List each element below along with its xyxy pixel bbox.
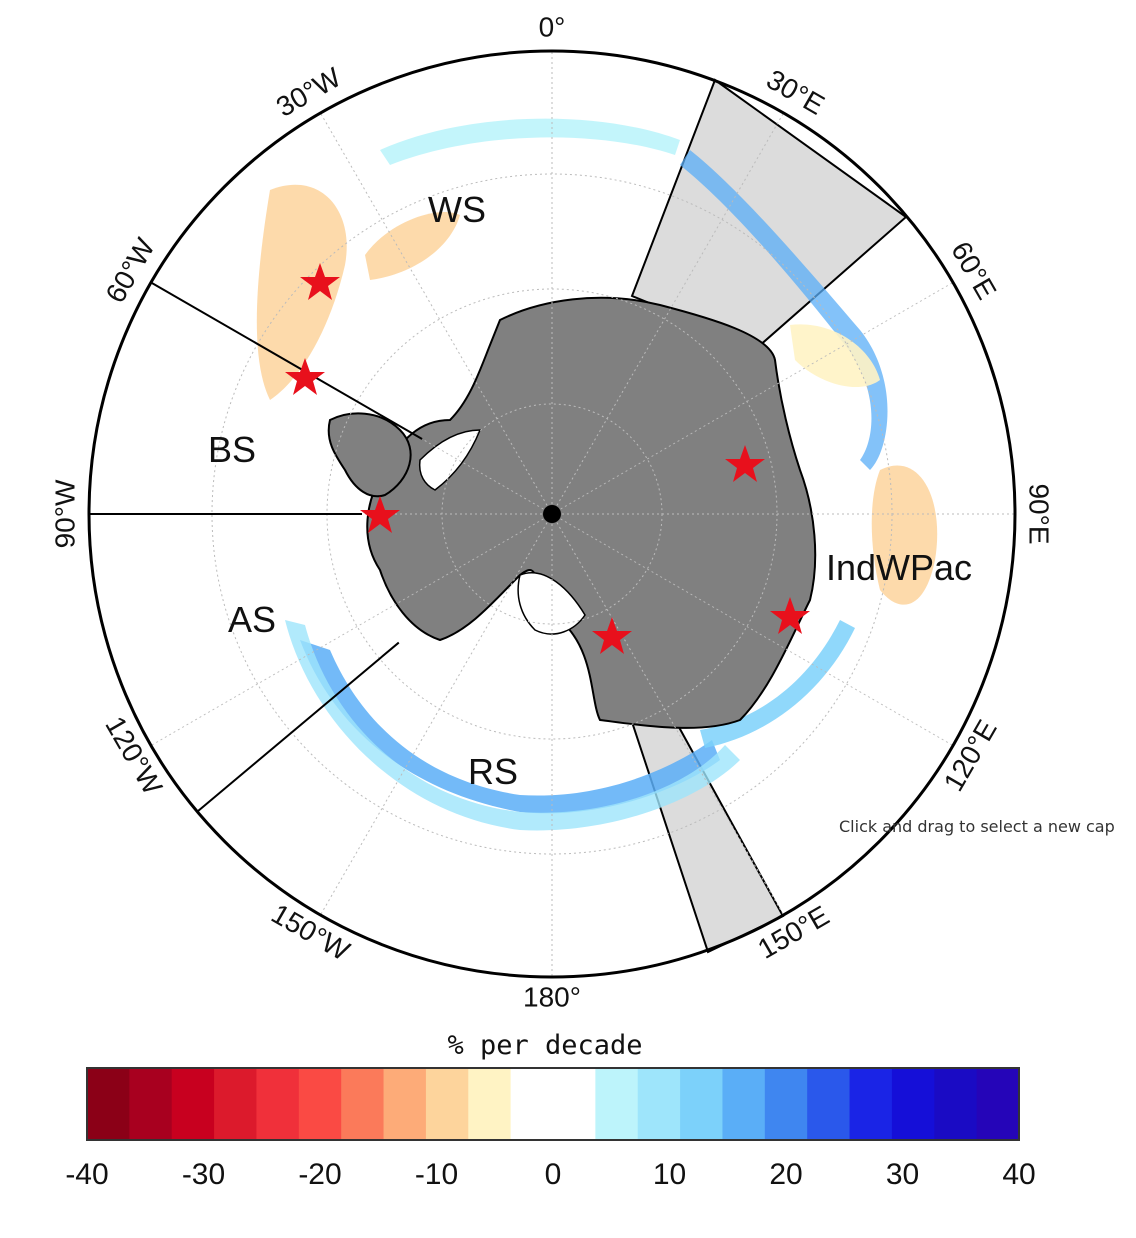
longitude-label-10: 60°W bbox=[100, 232, 162, 308]
colorbar-swatch-0 bbox=[87, 1068, 130, 1140]
meridian-210 bbox=[320, 513, 553, 916]
meridian-150 bbox=[551, 513, 784, 916]
trend-patch-weddell-positive bbox=[365, 211, 460, 280]
colorbar-tick-5: 10 bbox=[653, 1158, 686, 1191]
colorbar-swatch-5 bbox=[298, 1068, 342, 1140]
trend-patch-peninsula-positive bbox=[256, 184, 347, 400]
station-markers bbox=[285, 263, 810, 654]
colorbar-frame bbox=[86, 1067, 1020, 1141]
colorbar-swatch-11 bbox=[553, 1068, 596, 1140]
sector-label-bs: BS bbox=[208, 429, 256, 470]
sector-labels: WS BS AS RS IndWPac bbox=[208, 189, 972, 792]
station-star-2 bbox=[285, 358, 325, 395]
ice-shelf-ross bbox=[517, 572, 586, 635]
colorbar-swatch-1 bbox=[129, 1068, 173, 1140]
colorbar-swatch-15 bbox=[722, 1068, 766, 1140]
colorbar-swatch-16 bbox=[764, 1068, 808, 1140]
sector-boundaries bbox=[89, 281, 423, 813]
trend-patch-ross-light bbox=[285, 620, 740, 831]
meridian-120 bbox=[551, 513, 954, 746]
colorbar-swatch-13 bbox=[637, 1068, 681, 1140]
colorbar-tick-1: -30 bbox=[182, 1158, 225, 1191]
antarctic-continent bbox=[366, 296, 817, 729]
colorbar-swatch-9 bbox=[468, 1068, 512, 1140]
colorbar-tick-0: -40 bbox=[65, 1158, 108, 1191]
colorbar-swatch-17 bbox=[807, 1068, 851, 1140]
longitude-label-11: 30°W bbox=[271, 61, 347, 123]
sector-boundary-3 bbox=[196, 641, 400, 813]
colorbar-tick-3: -10 bbox=[415, 1158, 458, 1191]
colorbar-swatch-7 bbox=[383, 1068, 427, 1140]
colorbar-title: % per decade bbox=[447, 1030, 642, 1061]
colorbar-swatch-12 bbox=[595, 1068, 639, 1140]
meridian-60 bbox=[551, 282, 954, 515]
meridian-30 bbox=[551, 112, 784, 515]
longitude-label-2: 60°E bbox=[945, 236, 1002, 304]
antarctica bbox=[327, 296, 817, 729]
colorbar-swatch-20 bbox=[934, 1068, 978, 1140]
longitude-label-3: 90°E bbox=[1024, 483, 1055, 544]
colorbar-swatch-8 bbox=[425, 1068, 469, 1140]
sector-boundary-2 bbox=[150, 281, 423, 440]
colorbar-swatches bbox=[87, 1068, 1020, 1140]
antarctic-peninsula bbox=[327, 412, 412, 498]
colorbar-swatch-21 bbox=[976, 1068, 1020, 1140]
longitude-label-1: 30°E bbox=[761, 63, 829, 120]
station-star-6 bbox=[592, 617, 632, 654]
colorbar-tick-4: 0 bbox=[545, 1158, 562, 1191]
sector-label-rs: RS bbox=[468, 751, 518, 792]
sector-label-ws: WS bbox=[428, 189, 486, 230]
trend-shading bbox=[256, 118, 938, 831]
station-star-4 bbox=[725, 445, 765, 482]
colorbar: % per decade -40 -30 -20 -10 0 10 20 30 40 bbox=[65, 1030, 1035, 1191]
colorbar-swatch-18 bbox=[849, 1068, 893, 1140]
south-pole-marker bbox=[543, 505, 561, 523]
trend-patch-indian-negative bbox=[680, 150, 888, 470]
station-star-3 bbox=[360, 496, 400, 533]
colorbar-swatch-10 bbox=[510, 1068, 554, 1140]
colorbar-ticks: -40 -30 -20 -10 0 10 20 30 40 bbox=[65, 1158, 1035, 1191]
sector-label-as: AS bbox=[228, 599, 276, 640]
colorbar-swatch-19 bbox=[891, 1068, 935, 1140]
station-star-1 bbox=[300, 263, 340, 300]
sector-label-indwpac: IndWPac bbox=[826, 547, 972, 588]
colorbar-tick-2: -20 bbox=[298, 1158, 341, 1191]
longitude-label-9: 90°W bbox=[49, 479, 80, 548]
meridian-330 bbox=[320, 112, 553, 515]
selection-hint: Click and drag to select a new cap bbox=[839, 817, 1115, 836]
longitude-label-0: 0° bbox=[539, 11, 566, 42]
colorbar-swatch-14 bbox=[680, 1068, 723, 1140]
meridian-240 bbox=[150, 513, 553, 746]
trend-patch-indian-positive bbox=[871, 465, 938, 605]
colorbar-swatch-3 bbox=[214, 1068, 257, 1140]
colorbar-swatch-6 bbox=[341, 1068, 385, 1140]
map-outer-border bbox=[87, 49, 1017, 979]
grey-sector-east-atlantic bbox=[630, 78, 908, 349]
trend-patch-weddell-light bbox=[380, 118, 680, 165]
trend-patch-east-positive bbox=[790, 324, 880, 388]
ice-shelf-ronne bbox=[418, 429, 482, 491]
colorbar-swatch-2 bbox=[171, 1068, 215, 1140]
longitude-label-6: 180° bbox=[523, 981, 581, 1012]
colorbar-tick-7: 30 bbox=[886, 1158, 919, 1191]
colorbar-tick-8: 40 bbox=[1002, 1158, 1035, 1191]
trend-patch-wilkes bbox=[700, 620, 855, 748]
station-star-5 bbox=[770, 597, 810, 634]
colorbar-swatch-4 bbox=[256, 1068, 300, 1140]
colorbar-tick-6: 20 bbox=[769, 1158, 802, 1191]
